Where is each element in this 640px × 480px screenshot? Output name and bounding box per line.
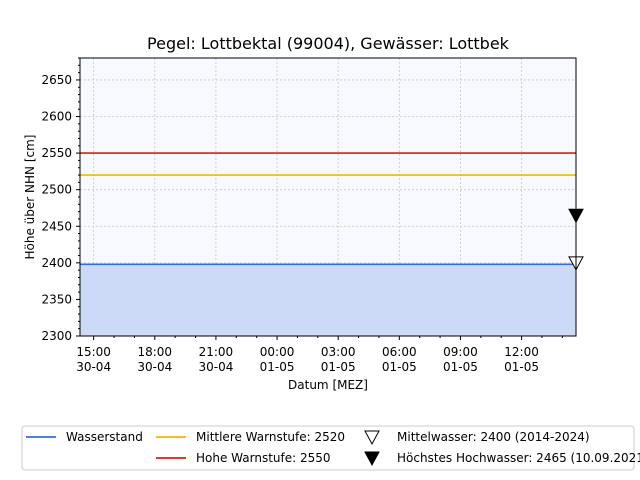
x-tick-label-date: 30-04 [137, 360, 172, 374]
legend-mean-water-swatch [364, 430, 380, 446]
x-tick-label-date: 01-05 [260, 360, 295, 374]
water-level-fill [80, 264, 576, 336]
y-tick-label: 2300 [41, 329, 72, 343]
legend-mean-water-label: Mittelwasser: 2400 (2014-2024) [397, 430, 590, 444]
legend-water-level-label: Wasserstand [66, 430, 143, 444]
y-axis: 2300 2350 2400 2450 2500 2550 2600 2650 [41, 57, 80, 343]
y-tick-label: 2650 [41, 73, 72, 87]
legend-highest-flood-label: Höchstes Hochwasser: 2465 (10.09.2021) [397, 451, 640, 465]
y-tick-label: 2450 [41, 219, 72, 233]
x-tick-label-date: 01-05 [321, 360, 356, 374]
x-tick-label-time: 09:00 [443, 345, 478, 359]
y-tick-label: 2350 [41, 292, 72, 306]
x-tick-label-time: 18:00 [137, 345, 172, 359]
legend-highest-flood-swatch [364, 451, 380, 467]
y-tick-label: 2600 [41, 110, 72, 124]
y-tick-label: 2550 [41, 146, 72, 160]
x-tick-label-time: 00:00 [260, 345, 295, 359]
y-tick-label: 2500 [41, 183, 72, 197]
x-tick-label-time: 03:00 [321, 345, 356, 359]
y-tick-label: 2400 [41, 256, 72, 270]
x-tick-label-date: 01-05 [382, 360, 417, 374]
x-tick-label-time: 12:00 [504, 345, 539, 359]
series-lines [80, 152, 576, 266]
legend-medium-warning-label: Mittlere Warnstufe: 2520 [196, 430, 345, 444]
x-tick-label-date: 30-04 [76, 360, 111, 374]
x-tick-label-date: 30-04 [198, 360, 233, 374]
legend: Wasserstand Mittlere Warnstufe: 2520 Hohe … [21, 425, 640, 471]
x-axis-label: Datum [MEZ] [288, 378, 368, 392]
legend-high-warning-label: Hohe Warnstufe: 2550 [196, 451, 331, 465]
x-tick-label-time: 06:00 [382, 345, 417, 359]
x-tick-label-time: 15:00 [76, 345, 111, 359]
x-tick-label-date: 01-05 [443, 360, 478, 374]
x-tick-label-time: 21:00 [199, 345, 234, 359]
chart-title: Pegel: Lottbektal (99004), Gewässer: Lot… [147, 34, 510, 53]
x-tick-label-date: 01-05 [504, 360, 539, 374]
x-axis: 15:0030-0418:0030-0421:0030-0400:0001-05… [76, 336, 563, 374]
y-axis-label: Höhe über NHN [cm] [23, 135, 37, 260]
